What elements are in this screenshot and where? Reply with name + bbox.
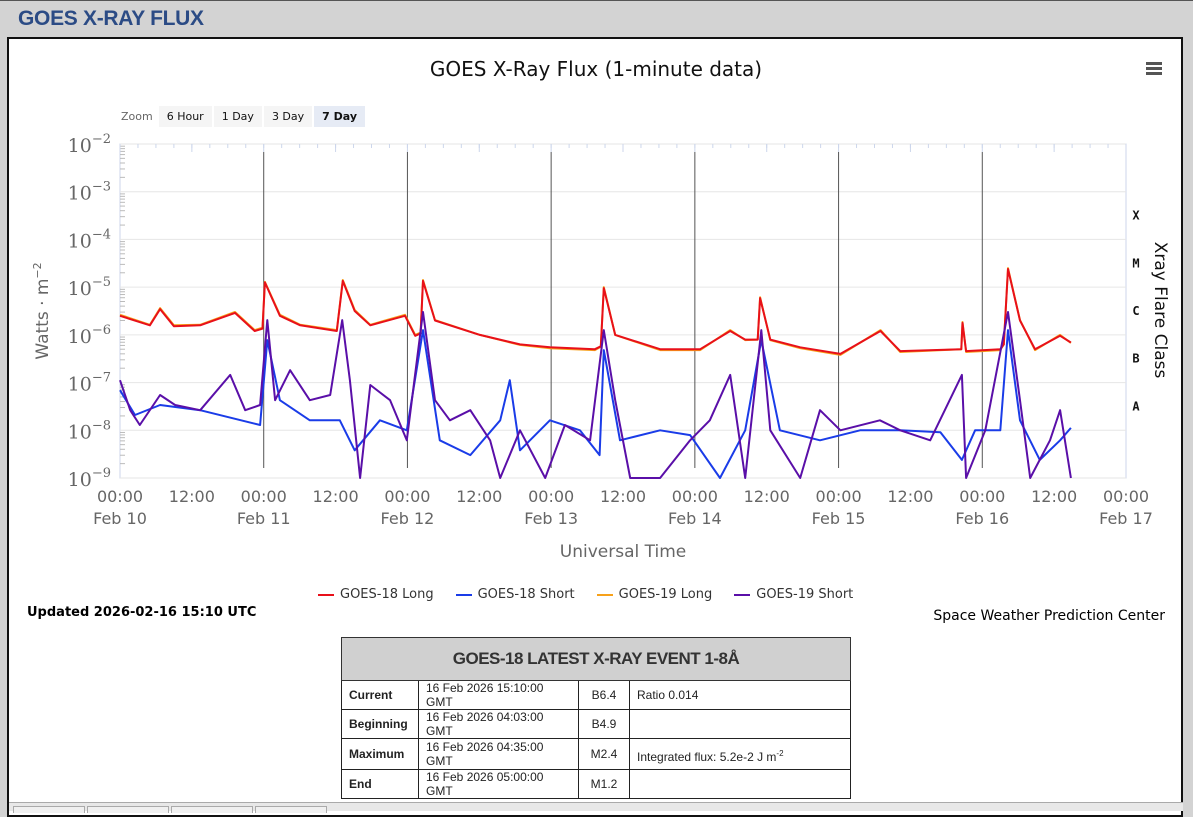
row-time: 16 Feb 2026 04:35:00 GMT (418, 738, 579, 770)
legend-label: GOES-19 Long (618, 587, 713, 602)
series-line-goes-19-short (119, 311, 1072, 479)
legend-label: GOES-18 Long (340, 587, 434, 602)
x-tick-time: 00:00 (241, 487, 287, 506)
x-tick-time: 00:00 (97, 487, 143, 506)
row-class: M1.2 (578, 769, 630, 799)
zoom-7-day-button[interactable]: 7 Day (314, 106, 366, 127)
row-note (629, 709, 851, 739)
row-label: Maximum (341, 738, 419, 770)
row-time: 16 Feb 2026 04:03:00 GMT (418, 709, 579, 739)
zoom-1-day-button[interactable]: 1 Day (213, 106, 262, 127)
row-time: 16 Feb 2026 15:10:00 GMT (418, 680, 579, 710)
series-line-goes-18-long (119, 268, 1072, 355)
page-title: GOES X-RAY FLUX (18, 7, 204, 30)
updated-timestamp: Updated 2026-02-16 15:10 UTC (27, 605, 257, 620)
latest-xray-event-table: GOES-18 LATEST X-RAY EVENT 1-8Å Current … (341, 637, 851, 799)
y-tick-label: 10−5 (68, 275, 111, 300)
x-tick-date: Feb 15 (812, 509, 866, 528)
x-tick-date: Feb 16 (955, 509, 1009, 528)
x-tick-date: Feb 11 (237, 509, 291, 528)
y-tick-label: 10−8 (68, 418, 111, 443)
x-tick-time: 12:00 (1031, 487, 1077, 506)
x-tick-time: 12:00 (600, 487, 646, 506)
row-note: Ratio 0.014 (629, 680, 851, 710)
plot-area (119, 143, 1127, 479)
legend-label: GOES-19 Short (756, 587, 854, 602)
x-tick-time: 00:00 (384, 487, 430, 506)
xray-flux-chart: GOES X-Ray Flux (1-minute data) 10−2 10−3 1… (31, 57, 1170, 562)
legend-label: GOES-18 Short (477, 587, 575, 602)
row-label: Beginning (341, 709, 419, 739)
x-tick-time: 00:00 (816, 487, 862, 506)
legend-item-goes18-short[interactable]: GOES-18 Short (455, 587, 575, 602)
x-tick-time: 12:00 (169, 487, 215, 506)
legend-item-goes19-long[interactable]: GOES-19 Long (596, 587, 713, 602)
table-row: Maximum 16 Feb 2026 04:35:00 GMT M2.4 In… (341, 738, 851, 770)
x-tick-date: Feb 17 (1099, 509, 1153, 528)
row-class: M2.4 (578, 738, 630, 770)
y-tick-label: 10−7 (68, 371, 111, 396)
x-tick-time: 00:00 (1103, 487, 1149, 506)
flare-class-label: X (1132, 209, 1140, 223)
legend-item-goes19-short[interactable]: GOES-19 Short (734, 587, 853, 602)
flare-class-label: C (1132, 304, 1139, 318)
x-tick-time: 00:00 (959, 487, 1005, 506)
y-tick-label: 10−9 (68, 466, 111, 491)
zoom-label: Zoom (121, 110, 153, 123)
y2-axis-title: Xray Flare Class (1150, 242, 1170, 379)
x-tick-date: Feb 14 (668, 509, 722, 528)
chart-legend: GOES-18 Long GOES-18 Short GOES-19 Long … (318, 587, 853, 602)
zoom-3-day-button[interactable]: 3 Day (263, 106, 313, 127)
x-tick-date: Feb 12 (381, 509, 435, 528)
x-tick-time: 12:00 (887, 487, 933, 506)
x-tick-time: 12:00 (313, 487, 359, 506)
swpc-credit: Space Weather Prediction Center (933, 608, 1165, 624)
y-tick-label: 10−2 (68, 132, 111, 157)
flare-class-label: A (1132, 399, 1140, 413)
flare-class-label: M (1132, 256, 1139, 270)
y-tick-label: 10−4 (68, 227, 111, 252)
row-label: End (341, 769, 419, 799)
row-time: 16 Feb 2026 05:00:00 GMT (418, 769, 579, 799)
x-tick-time: 12:00 (456, 487, 502, 506)
chart-title: GOES X-Ray Flux (1-minute data) (430, 57, 762, 81)
y-tick-label: 10−3 (68, 180, 111, 205)
y-axis-title: Watts · m−2 (31, 262, 53, 359)
zoom-6-hour-button[interactable]: 6 Hour (158, 106, 212, 127)
legend-item-goes18-long[interactable]: GOES-18 Long (318, 587, 434, 602)
table-row: Current 16 Feb 2026 15:10:00 GMT B6.4 Ra… (341, 680, 851, 710)
x-tick-time: 00:00 (528, 487, 574, 506)
table-row: Beginning 16 Feb 2026 04:03:00 GMT B4.9 (341, 709, 851, 739)
row-note (629, 769, 851, 799)
row-class: B6.4 (578, 680, 630, 710)
x-tick-date: Feb 13 (524, 509, 578, 528)
page-header: GOES X-RAY FLUX (0, 0, 1193, 37)
row-class: B4.9 (578, 709, 630, 739)
y-tick-label: 10−6 (68, 323, 111, 348)
x-axis-title: Universal Time (560, 542, 686, 562)
table-row: End 16 Feb 2026 05:00:00 GMT M1.2 (341, 769, 851, 799)
series-line-goes-18-short (119, 329, 1072, 479)
x-tick-date: Feb 10 (93, 509, 147, 528)
row-note: Integrated flux: 5.2e-2 J m-2 (629, 738, 851, 770)
x-tick-time: 00:00 (672, 487, 718, 506)
event-table-title: GOES-18 LATEST X-RAY EVENT 1-8Å (341, 637, 851, 681)
x-tick-time: 12:00 (744, 487, 790, 506)
zoom-selector: Zoom 6 Hour 1 Day 3 Day 7 Day (121, 106, 366, 127)
row-label: Current (341, 680, 419, 710)
chart-menu-hamburger-icon[interactable] (1146, 62, 1162, 77)
flare-class-label: B (1132, 352, 1139, 366)
